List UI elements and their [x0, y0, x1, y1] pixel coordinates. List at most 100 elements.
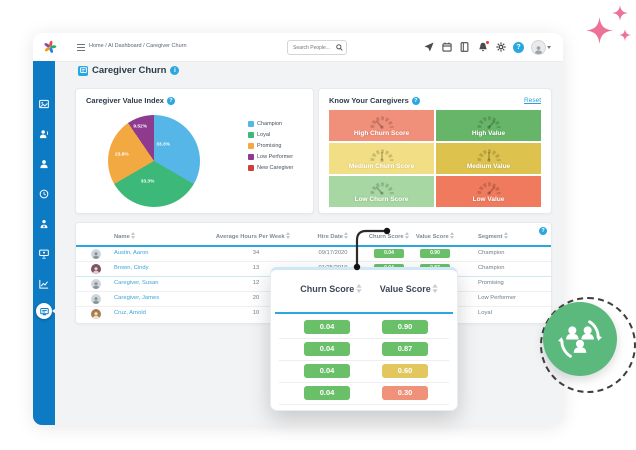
popup-row: 0.04 0.30: [279, 382, 449, 405]
user-tie-icon: [40, 220, 48, 229]
pie-slice-label: 23.8%: [114, 152, 129, 158]
pie-chart: 33.3% 33.3% 23.8% 9.52%: [108, 115, 200, 207]
gauge-icon: [476, 149, 501, 162]
table-info-icon[interactable]: ?: [539, 227, 547, 235]
notebook-icon[interactable]: [459, 42, 470, 53]
page-title: Caregiver Churn: [92, 65, 167, 76]
value-index-card: Caregiver Value Index ? 33.3% 33.3% 23.8…: [75, 88, 314, 214]
search-icon: [336, 44, 343, 51]
sidebar-item-analytics[interactable]: [33, 274, 55, 294]
sort-icon: [503, 232, 508, 239]
sidebar: [33, 61, 56, 425]
value-index-help-icon[interactable]: ?: [166, 96, 175, 105]
col-header-hire-date[interactable]: Hire Date: [293, 232, 373, 240]
value-score-badge: 0.90: [420, 249, 450, 258]
sort-icon: [405, 232, 410, 239]
know-caregivers-help-icon[interactable]: ?: [411, 96, 420, 105]
calendar-icon[interactable]: [441, 42, 452, 53]
cell-low-churn-score[interactable]: Low Churn Score: [329, 176, 434, 207]
sidebar-item-dashboard[interactable]: [33, 94, 55, 114]
cell-medium-value[interactable]: Medium Value: [436, 143, 541, 174]
gauge-icon: [476, 116, 501, 129]
sidebar-item-ai-dashboard-active[interactable]: [36, 303, 52, 319]
gauge-icon: [476, 182, 501, 195]
col-header-value-score[interactable]: Value Score: [395, 232, 475, 240]
pie-slice-label: 9.52%: [133, 124, 147, 130]
line-chart-icon: [39, 279, 49, 289]
churn-score-badge: 0.04: [304, 319, 350, 334]
gear-icon[interactable]: [495, 42, 506, 53]
legend-item-promising[interactable]: Promising: [248, 140, 293, 151]
popup-row: 0.04 0.90: [279, 316, 449, 339]
churn-dashboard-icon: [39, 307, 49, 315]
location-arrow-icon[interactable]: [423, 42, 434, 53]
avatar: [91, 248, 101, 259]
segment-cell: Champion: [478, 265, 505, 271]
cell-high-value[interactable]: High Value: [436, 110, 541, 141]
sort-icon: [344, 232, 349, 239]
caregiver-name-link[interactable]: Caregiver, Susan: [114, 280, 159, 286]
know-caregivers-card: Know Your Caregivers ? Reset High Churn …: [318, 88, 552, 214]
table-row[interactable]: Austin, Aaron 34 09/17/2020 0.04 0.90 Ch…: [76, 246, 551, 262]
chevron-down-icon: [547, 45, 551, 49]
avatar: [91, 278, 101, 289]
caregiver-name-link[interactable]: Cruz, Arnold: [114, 310, 146, 316]
hire-date-cell: 09/17/2020: [318, 250, 348, 256]
notification-dot: [485, 40, 489, 44]
know-caregivers-title: Know Your Caregivers: [329, 96, 409, 105]
dashboard-icon: [39, 99, 49, 109]
caregiver-group-icon: [39, 130, 49, 139]
cell-high-churn-score[interactable]: High Churn Score: [329, 110, 434, 141]
legend-item-loyal[interactable]: Loyal: [248, 129, 293, 140]
user-menu[interactable]: [531, 39, 551, 55]
hours-cell: 12: [252, 280, 260, 286]
legend-item-new-caregiver[interactable]: New Caregiver: [248, 162, 293, 173]
card-title-row: Caregiver Value Index ?: [86, 96, 175, 105]
pie-slice-label: 33.3%: [156, 142, 170, 148]
sidebar-item-clients[interactable]: [33, 154, 55, 174]
page-title-icon: [78, 65, 88, 76]
sparkle-icon: [586, 17, 613, 44]
search-input[interactable]: [291, 42, 337, 54]
sidebar-item-training[interactable]: [33, 244, 55, 264]
page-info-icon[interactable]: i: [170, 66, 180, 75]
cell-low-value[interactable]: Low Value: [436, 176, 541, 207]
sort-icon: [356, 284, 362, 293]
sort-icon: [450, 232, 455, 239]
breadcrumb[interactable]: Home / AI Dashboard / Caregiver Churn: [89, 43, 187, 49]
popup-row: 0.04 0.60: [279, 360, 449, 383]
caregiver-name-link[interactable]: Austin, Aaron: [114, 250, 149, 256]
sidebar-item-applicants[interactable]: [33, 214, 55, 234]
search-box: [287, 40, 347, 55]
col-header-segment[interactable]: Segment: [478, 232, 508, 240]
caregiver-name-link[interactable]: Caregiver, James: [114, 295, 160, 301]
col-header-churn-score[interactable]: Churn Score: [349, 232, 429, 240]
caregiver-name-link[interactable]: Brown, Cindy: [114, 265, 149, 271]
popup-header-churn-score[interactable]: Churn Score: [281, 284, 381, 294]
col-header-hours[interactable]: Average Hours Per Week: [183, 232, 323, 240]
value-index-title: Caregiver Value Index: [86, 96, 164, 105]
cell-medium-churn-score[interactable]: Medium Churn Score: [329, 143, 434, 174]
table-row[interactable]: Cruz, Arnold 10 Loyal: [76, 306, 551, 321]
header-underline: [76, 245, 551, 247]
legend-item-champion[interactable]: Champion: [248, 118, 293, 129]
sort-icon: [131, 232, 136, 239]
legend-item-low-performer[interactable]: Low Performer: [248, 151, 293, 162]
popup-header-value-score[interactable]: Value Score: [359, 284, 459, 294]
sidebar-item-caregivers[interactable]: [33, 124, 55, 144]
hours-cell: 34: [252, 250, 260, 256]
col-header-name[interactable]: Name: [114, 232, 136, 240]
value-score-badge: 0.30: [382, 385, 428, 400]
avatar: [91, 293, 101, 304]
bell-icon[interactable]: [477, 40, 489, 53]
segment-cell: Promising: [478, 280, 504, 286]
avatar: [531, 39, 546, 55]
help-icon[interactable]: ?: [513, 41, 524, 53]
menu-toggle-icon[interactable]: [77, 44, 85, 52]
sidebar-item-schedule[interactable]: [33, 184, 55, 204]
popup-row: 0.04 0.87: [279, 338, 449, 361]
score-zoom-popup: Churn Score Value Score 0.04 0.90 0.04 0…: [270, 267, 458, 411]
hours-cell: 10: [252, 310, 260, 316]
reset-link[interactable]: Reset: [524, 97, 541, 104]
segment-cell: Champion: [478, 250, 505, 256]
